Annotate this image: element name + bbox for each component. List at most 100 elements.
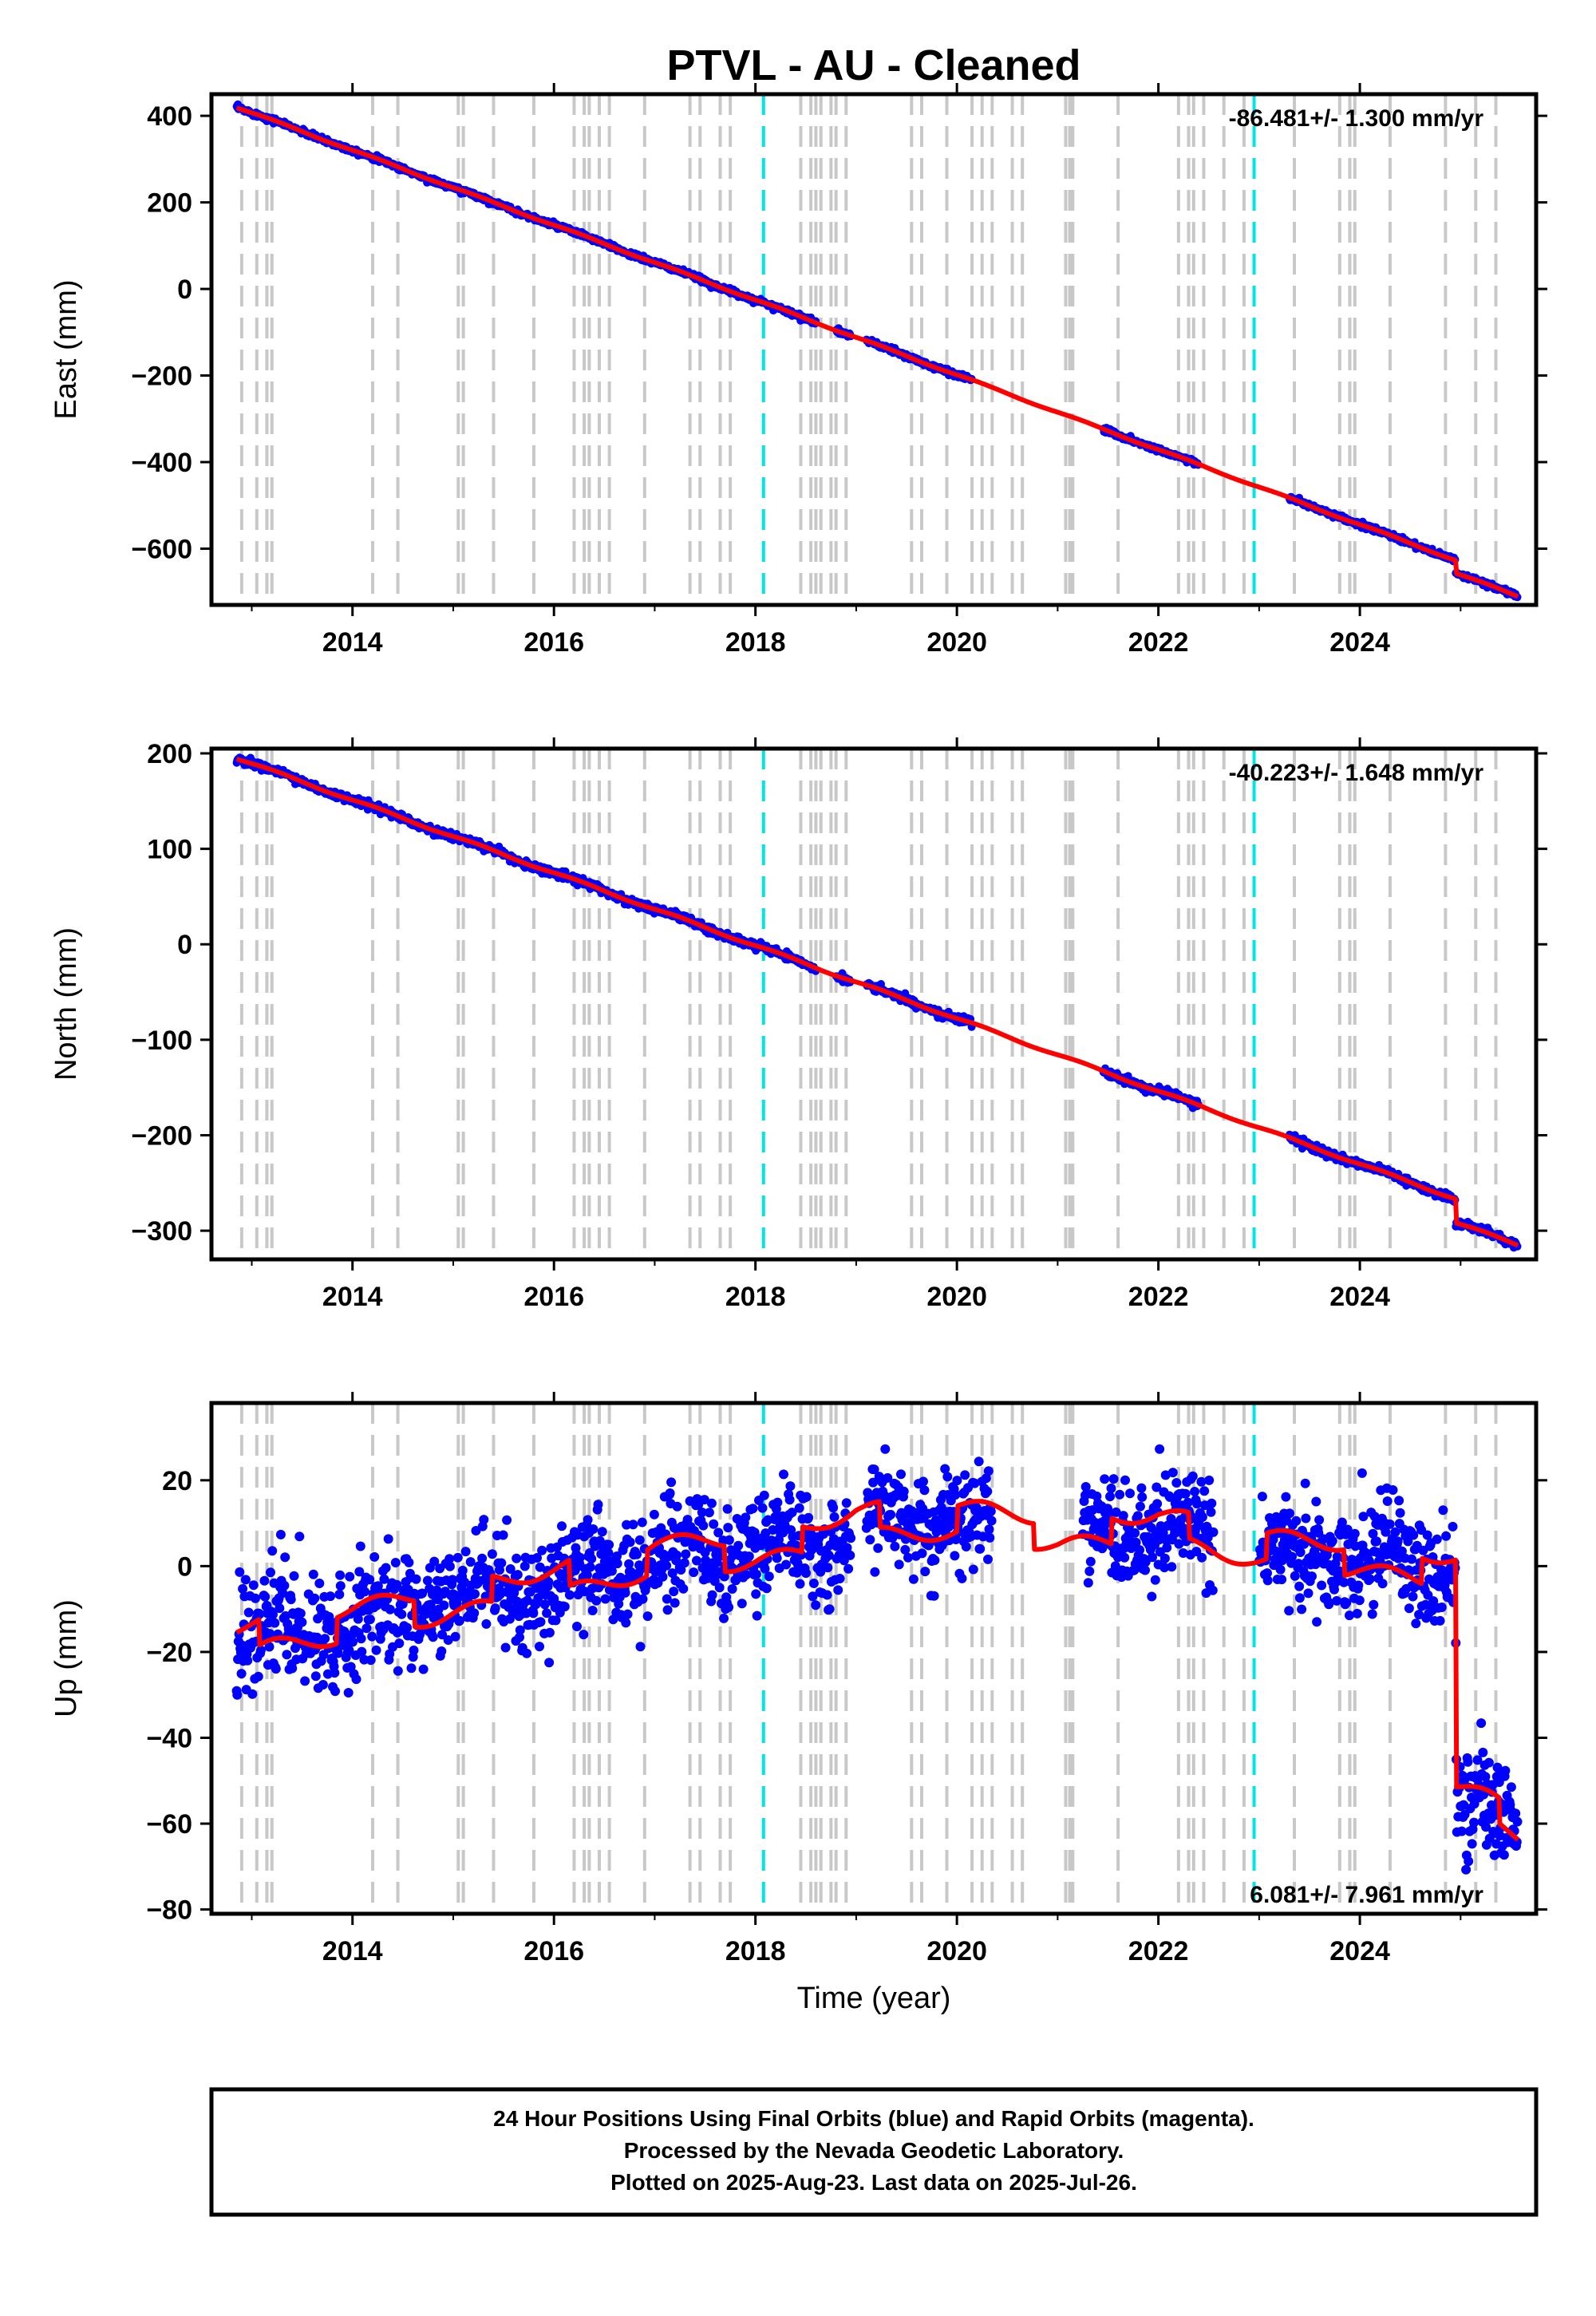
data-point	[719, 1613, 729, 1623]
data-point	[232, 1690, 243, 1700]
data-point	[275, 1529, 286, 1539]
data-point	[707, 1590, 717, 1600]
data-point	[612, 1559, 622, 1569]
data-point	[894, 1559, 904, 1570]
data-point	[744, 1551, 754, 1562]
x-tick-label: 2020	[926, 1282, 987, 1312]
x-tick-label: 2018	[725, 1282, 786, 1312]
data-point	[335, 1581, 346, 1591]
data-point	[390, 1558, 401, 1567]
series-points	[232, 100, 1522, 602]
data-point	[247, 1689, 258, 1699]
x-tick-label: 2014	[322, 1282, 383, 1312]
data-point	[393, 1666, 403, 1676]
data-point	[326, 1591, 335, 1602]
data-point	[422, 1575, 433, 1586]
data-point	[781, 1559, 791, 1570]
data-point	[418, 1664, 429, 1674]
data-point	[351, 1674, 361, 1685]
data-point	[672, 1501, 682, 1512]
y-tick-label: 0	[177, 275, 192, 305]
data-point	[409, 1645, 419, 1655]
data-point	[678, 1583, 689, 1594]
data-point	[360, 1587, 370, 1597]
x-tick-label: 2024	[1329, 1282, 1390, 1312]
data-point	[275, 1603, 285, 1614]
data-point	[751, 1589, 761, 1599]
data-point	[811, 1600, 821, 1611]
data-point	[496, 1558, 507, 1568]
y-tick-label: −400	[131, 448, 192, 478]
data-point	[564, 1590, 575, 1600]
data-point	[557, 1521, 567, 1531]
data-point	[266, 1567, 275, 1578]
data-point	[348, 1637, 358, 1647]
x-tick-label: 2016	[523, 627, 584, 658]
x-tick-label: 2018	[725, 627, 786, 658]
y-tick-label: 200	[147, 188, 192, 219]
data-point	[828, 1503, 839, 1513]
data-point	[385, 1604, 395, 1614]
data-point	[1135, 1545, 1145, 1555]
x-tick-label: 2022	[1128, 1282, 1189, 1312]
data-point	[1120, 1552, 1130, 1563]
y-axis-label: North (mm)	[49, 927, 83, 1081]
data-point	[267, 1546, 278, 1556]
data-point	[1115, 1489, 1125, 1500]
data-point	[950, 1551, 960, 1561]
data-point	[764, 1571, 774, 1582]
data-point	[444, 1561, 455, 1571]
data-point	[835, 1574, 845, 1583]
data-point	[795, 1579, 805, 1589]
data-point	[804, 1512, 814, 1523]
data-point	[870, 1567, 880, 1577]
data-point	[470, 1589, 480, 1599]
north-panel: 2014 2016 2018 2020 2022 20242001000−100−200−…	[49, 737, 1547, 1312]
data-point	[975, 1543, 986, 1554]
rate-annotation: -86.481+/- 1.300 mm/yr	[1229, 105, 1484, 132]
data-point	[1100, 1474, 1110, 1484]
data-point	[841, 1498, 851, 1508]
data-point	[544, 1627, 555, 1638]
data-point	[843, 1563, 854, 1574]
data-point	[681, 1549, 691, 1559]
data-point	[591, 1595, 602, 1606]
series-points	[231, 1444, 1523, 1875]
chart-title: PTVL - AU - Cleaned	[666, 41, 1080, 89]
data-point	[759, 1490, 769, 1500]
data-point	[714, 1583, 725, 1593]
x-tick-label: 2022	[1128, 627, 1189, 658]
data-point	[452, 1552, 463, 1563]
data-point	[751, 1569, 761, 1579]
data-point	[642, 1611, 653, 1622]
data-point	[833, 1585, 843, 1595]
data-point	[1130, 1528, 1140, 1538]
rate-annotation: -40.223+/- 1.648 mm/yr	[1229, 760, 1484, 786]
data-point	[535, 1642, 544, 1652]
data-point	[880, 1444, 891, 1454]
data-point	[603, 1547, 614, 1558]
data-point	[846, 1533, 856, 1543]
data-point	[522, 1648, 532, 1658]
data-point	[587, 1606, 598, 1615]
data-point	[917, 1548, 927, 1559]
data-point	[727, 1584, 737, 1594]
data-point	[481, 1618, 492, 1629]
data-point	[1135, 1501, 1145, 1512]
data-point	[1132, 1511, 1143, 1521]
data-point	[259, 1575, 270, 1586]
data-point	[365, 1614, 375, 1625]
data-point	[318, 1680, 328, 1690]
y-tick-label: −600	[131, 534, 192, 564]
data-point	[662, 1605, 673, 1615]
data-point	[236, 1669, 247, 1679]
data-point	[457, 1565, 468, 1575]
data-point	[757, 1503, 768, 1513]
data-point	[662, 1560, 672, 1571]
data-point	[1108, 1474, 1119, 1484]
data-point	[280, 1552, 290, 1563]
data-point	[1120, 1475, 1130, 1485]
data-point	[371, 1645, 381, 1655]
data-point	[929, 1591, 939, 1601]
data-point	[808, 1579, 819, 1588]
